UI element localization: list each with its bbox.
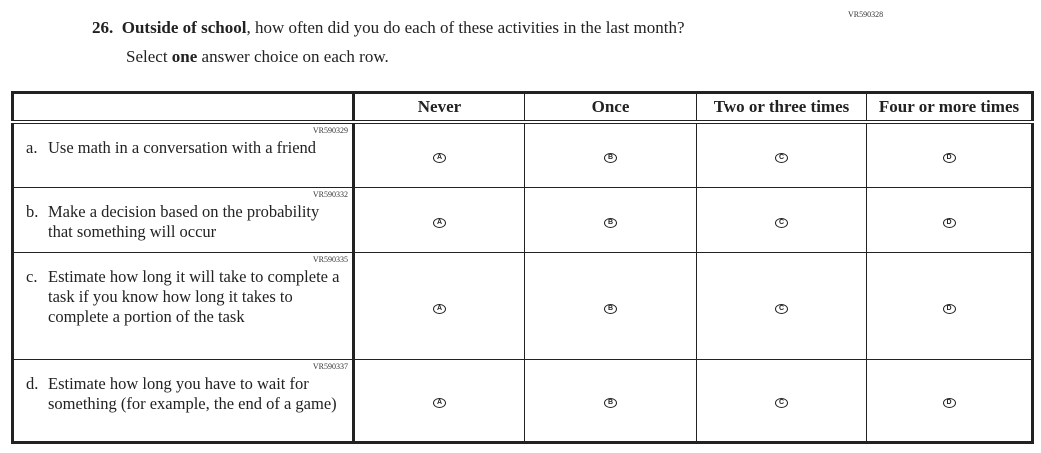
answer-bubble[interactable]: A: [433, 303, 446, 314]
row-id: VR590337: [312, 361, 348, 371]
answer-cell: C: [696, 121, 867, 188]
answer-bubble[interactable]: B: [604, 398, 617, 408]
row-id: VR590329: [312, 126, 348, 135]
answer-cell: A: [353, 251, 525, 360]
row-letter: b.: [26, 201, 39, 221]
answer-bubble[interactable]: B: [604, 303, 617, 314]
question-text: 26. Outside of school, how often did you…: [92, 18, 685, 38]
instruction-post: answer choice on each row.: [197, 47, 389, 66]
answer-bubble[interactable]: D: [942, 153, 956, 164]
row-label: VR590332 b. Make a decision based on the p…: [12, 186, 355, 253]
question-row: VR590332 b. Make a decision based on the p…: [12, 186, 1033, 253]
answer-bubble[interactable]: C: [775, 153, 788, 164]
answer-cell: D: [866, 186, 1033, 253]
row-text: Estimate how long you have to wait for s…: [48, 373, 337, 413]
question-row: VR590335 c. Estimate how long it will take…: [12, 251, 1033, 360]
answer-grid: Never Once Two or three times Four or mo…: [11, 91, 1034, 444]
row-text: Estimate how long it will take to comple…: [48, 266, 340, 326]
instruction-pre: Select: [126, 47, 172, 66]
row-letter: a.: [26, 138, 38, 157]
instruction: Select one answer choice on each row.: [126, 47, 389, 67]
header-blank: [12, 92, 355, 124]
question-emphasis: Outside of school: [121, 18, 247, 37]
row-letter: d.: [26, 373, 39, 393]
instruction-bold: one: [171, 47, 198, 66]
question-row: VR590329 a. Use math in a conversation wit…: [12, 121, 1033, 188]
question-number: 26.: [92, 18, 114, 37]
row-id: VR590332: [312, 189, 348, 199]
column-header: Two or three times: [696, 92, 867, 124]
answer-cell: A: [353, 121, 525, 188]
row-text: Use math in a conversation with a friend: [48, 138, 317, 157]
answer-bubble[interactable]: A: [433, 398, 446, 408]
row-label: VR590337 d. Estimate how long you have to …: [12, 358, 355, 443]
header-row: Never Once Two or three times Four or mo…: [12, 92, 1033, 124]
answer-bubble[interactable]: A: [433, 153, 446, 164]
row-label: VR590335 c. Estimate how long it will take…: [12, 251, 355, 360]
answer-cell: D: [866, 121, 1033, 188]
question-body: , how often did you do each of these act…: [246, 18, 685, 37]
answer-bubble[interactable]: D: [942, 217, 956, 228]
answer-bubble[interactable]: C: [775, 217, 788, 228]
row-text: Make a decision based on the probability…: [48, 201, 320, 241]
answer-bubble[interactable]: D: [942, 398, 956, 408]
answer-bubble[interactable]: D: [942, 303, 956, 314]
answer-cell: B: [524, 358, 697, 443]
column-header: Never: [353, 92, 525, 124]
answer-cell: C: [696, 358, 867, 443]
row-id: VR590335: [312, 254, 348, 264]
question-id: VR590328: [848, 10, 884, 19]
answer-bubble[interactable]: B: [604, 153, 617, 164]
answer-bubble[interactable]: C: [775, 303, 788, 314]
row-label: VR590329 a. Use math in a conversation wit…: [12, 121, 355, 188]
answer-bubble[interactable]: B: [604, 217, 617, 228]
answer-cell: B: [524, 251, 697, 360]
answer-bubble[interactable]: C: [775, 398, 788, 408]
answer-cell: C: [696, 186, 867, 253]
row-letter: c.: [26, 266, 38, 286]
answer-cell: B: [524, 186, 697, 253]
answer-cell: C: [696, 251, 867, 360]
answer-cell: A: [353, 358, 525, 443]
answer-cell: D: [866, 251, 1033, 360]
answer-cell: B: [524, 121, 697, 188]
column-header: Four or more times: [866, 92, 1033, 124]
answer-cell: D: [866, 358, 1033, 443]
answer-cell: A: [353, 186, 525, 253]
column-header: Once: [524, 92, 697, 124]
question-row: VR590337 d. Estimate how long you have to …: [12, 358, 1033, 443]
answer-bubble[interactable]: A: [433, 217, 446, 228]
